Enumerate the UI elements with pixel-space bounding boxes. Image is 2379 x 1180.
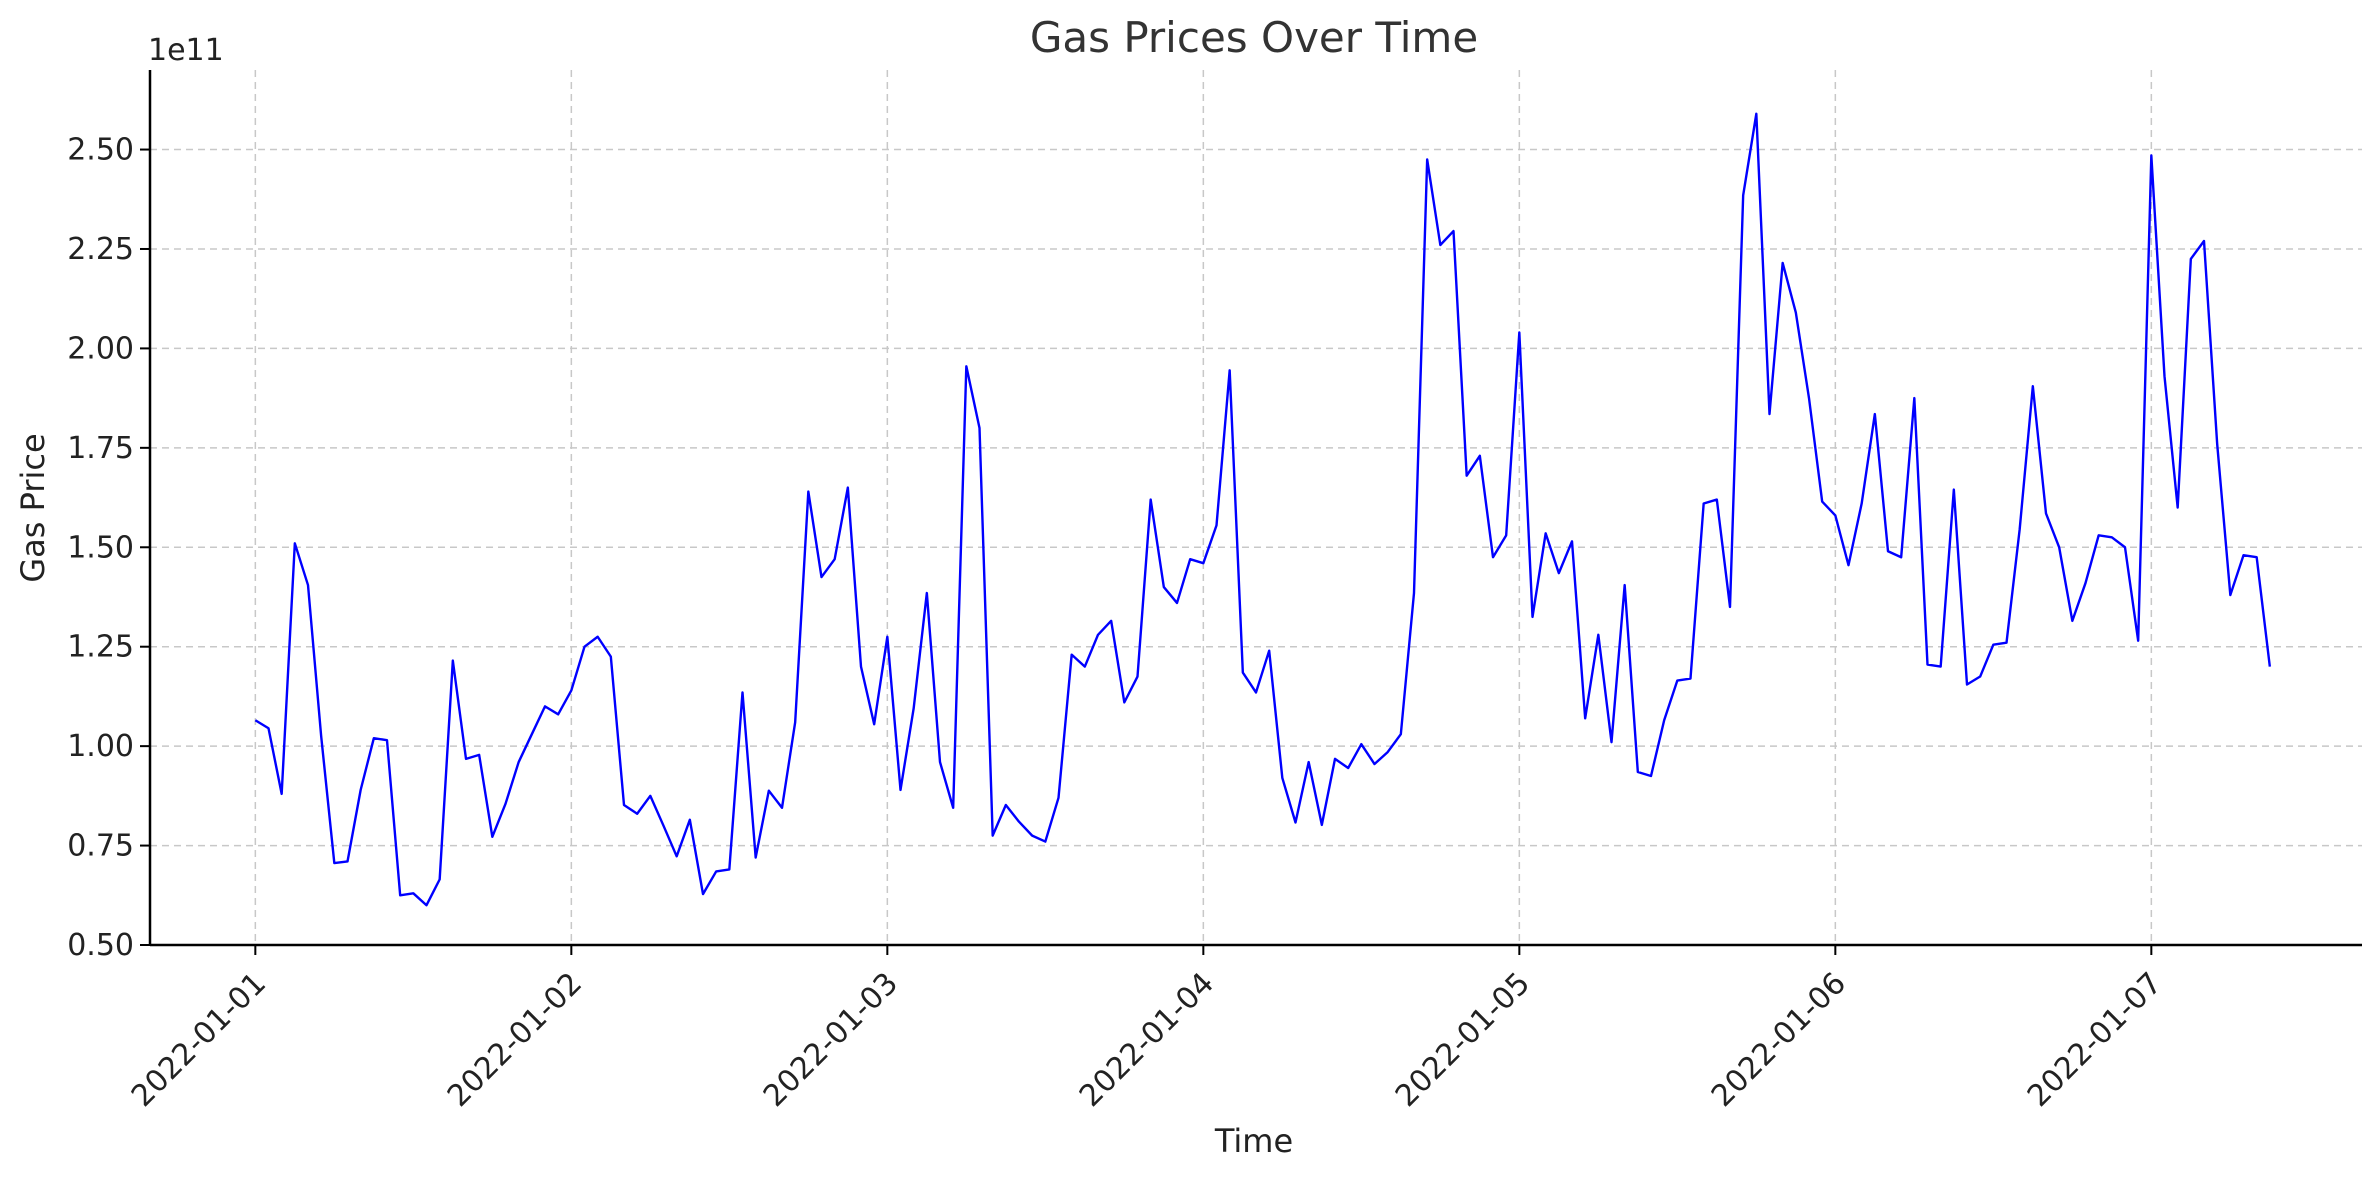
y-tick-label: 2.25	[67, 232, 134, 267]
series-line	[254, 112, 2272, 907]
y-tick-label: 2.50	[67, 133, 134, 168]
series-layer	[254, 112, 2272, 907]
y-axis-title: Gas Price	[14, 433, 52, 582]
tick-labels: 0.50 0.75 1.00 1.25 1.50 1.75 2.00 2.25 2.50 2022…	[67, 133, 2169, 1114]
y-tick-label: 2.00	[67, 331, 134, 366]
x-tick-label: 2022-01-07	[2021, 966, 2169, 1114]
chart-title: Gas Prices Over Time	[1030, 13, 1478, 62]
x-tick-label: 2022-01-05	[1389, 966, 1537, 1114]
x-tick-label: 2022-01-04	[1073, 966, 1221, 1114]
y-tick-label: 1.00	[67, 729, 134, 764]
y-tick-label: 0.50	[67, 928, 134, 963]
x-tick-label: 2022-01-06	[1705, 966, 1853, 1114]
axes	[148, 70, 2362, 947]
y-tick-label: 1.75	[67, 431, 134, 466]
y-axis-offset-label: 1e11	[148, 33, 224, 68]
x-tick-label: 2022-01-03	[757, 966, 905, 1114]
y-tick-label: 1.50	[67, 530, 134, 565]
grid-lines	[150, 70, 2362, 946]
x-axis-title: Time	[1214, 1122, 1293, 1160]
x-tick-label: 2022-01-02	[441, 966, 589, 1114]
x-tick-label: 2022-01-01	[125, 966, 273, 1114]
y-tick-label: 1.25	[67, 630, 134, 665]
y-tick-label: 0.75	[67, 829, 134, 864]
